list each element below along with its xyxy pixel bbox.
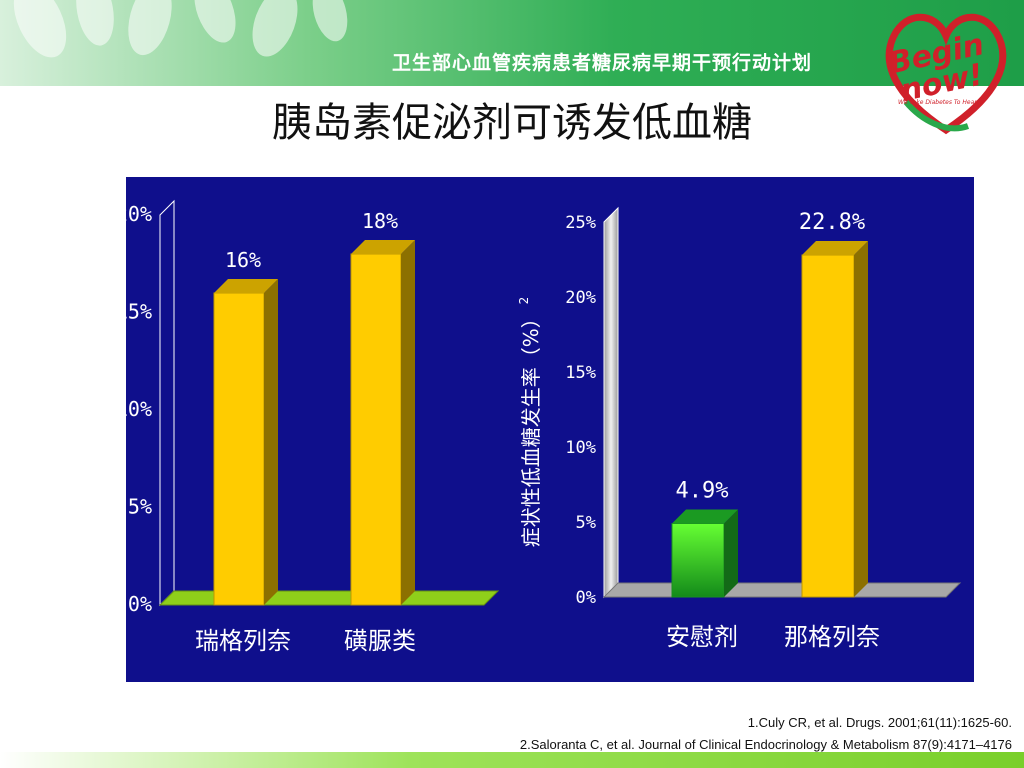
program-title: 卫生部心血管疾病患者糖尿病早期干预行动计划 bbox=[392, 52, 813, 74]
begin-now-logo: Begin now! We Take Diabetes To Heart bbox=[886, 13, 1007, 135]
y-tick-label: 10% bbox=[565, 438, 596, 458]
y-tick-label: 25% bbox=[565, 213, 596, 233]
chart-right: 0% 5% 10% 15% 20% 25% 症状性低血糖发生率（%） 2 4.9% 安慰剂 22.… bbox=[517, 206, 962, 651]
y-tick-label: 20% bbox=[126, 202, 152, 226]
bar bbox=[350, 253, 402, 606]
chart-back-wall bbox=[159, 199, 175, 607]
slide-title: 胰岛素促泌剂可诱发低血糖 bbox=[272, 100, 752, 146]
y-tick-label: 5% bbox=[128, 495, 152, 519]
y-tick-label: 10% bbox=[126, 397, 152, 421]
bar-side bbox=[854, 241, 868, 597]
references: 1.Culy CR, et al. Drugs. 2001;61(11):162… bbox=[520, 712, 1012, 756]
bar bbox=[213, 292, 265, 606]
bar-top bbox=[351, 240, 415, 254]
y-axis-title-ref: 2 bbox=[517, 297, 531, 308]
bar-side bbox=[264, 279, 278, 605]
reference-1: 1.Culy CR, et al. Drugs. 2001;61(11):162… bbox=[747, 715, 1012, 730]
bar-value-label: 4.9% bbox=[676, 479, 729, 504]
bar-side bbox=[401, 240, 415, 605]
bar-top bbox=[672, 509, 738, 524]
footer-bar bbox=[0, 752, 1024, 768]
category-label: 那格列奈 bbox=[784, 623, 880, 651]
y-tick-label: 0% bbox=[576, 588, 596, 608]
bar-top bbox=[802, 241, 868, 255]
y-tick-label: 15% bbox=[126, 300, 152, 324]
category-label: 磺脲类 bbox=[344, 627, 416, 655]
y-tick-label: 20% bbox=[565, 288, 596, 308]
bar-value-label: 22.8% bbox=[799, 210, 865, 235]
bar bbox=[671, 523, 725, 598]
bar-top bbox=[214, 279, 278, 293]
category-label: 瑞格列奈 bbox=[195, 627, 291, 655]
reference-2: 2.Saloranta C, et al. Journal of Clinica… bbox=[519, 737, 1012, 752]
header-banner: 卫生部心血管疾病患者糖尿病早期干预行动计划 bbox=[0, 0, 1024, 86]
bar-value-label: 18% bbox=[362, 209, 398, 233]
y-tick-label: 0% bbox=[128, 592, 152, 616]
y-tick-label: 5% bbox=[576, 513, 596, 533]
category-label: 安慰剂 bbox=[666, 623, 738, 651]
y-axis-title: 症状性低血糖发生率（%） 2 bbox=[517, 297, 543, 547]
bar-value-label: 16% bbox=[225, 248, 261, 272]
bar bbox=[801, 254, 855, 598]
chart-floor bbox=[158, 590, 500, 606]
bar-side bbox=[724, 509, 738, 597]
logo-tagline: We Take Diabetes To Heart bbox=[898, 99, 980, 106]
chart-floor bbox=[602, 582, 962, 598]
hands-decoration-icon bbox=[13, 0, 348, 58]
chart-back-wall bbox=[603, 206, 619, 599]
y-tick-label: 15% bbox=[565, 363, 596, 383]
